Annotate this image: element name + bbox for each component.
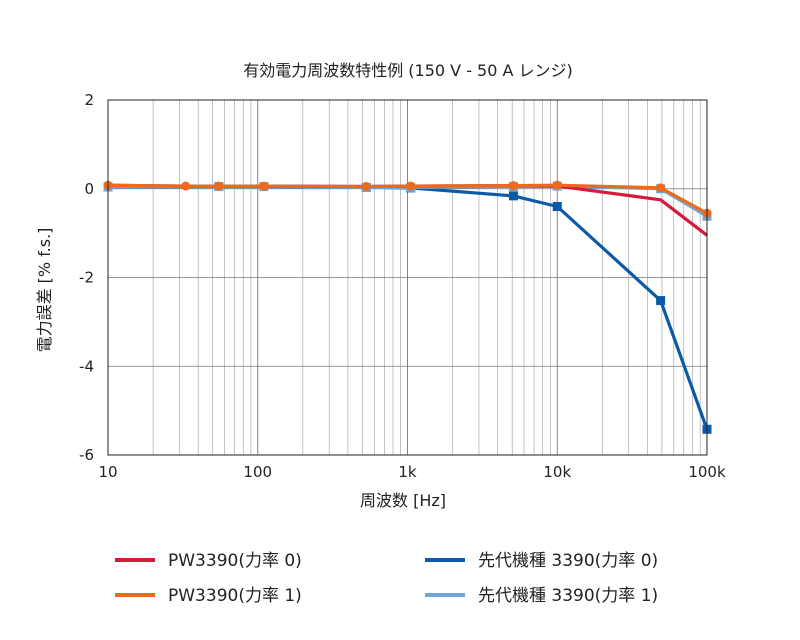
data-point bbox=[181, 181, 191, 191]
legend-label: 先代機種 3390(力率 0) bbox=[478, 551, 658, 571]
series-2 bbox=[103, 180, 712, 218]
data-point bbox=[214, 181, 224, 191]
plot-frame bbox=[107, 99, 708, 456]
legend-label: 先代機種 3390(力率 1) bbox=[478, 586, 658, 606]
axis-ticks: 10 100 1k 10k 100k 2 0 -2 -4 -6 bbox=[79, 91, 726, 481]
series-group bbox=[103, 180, 712, 434]
data-point bbox=[552, 202, 562, 211]
x-axis-label: 周波数 [Hz] bbox=[360, 491, 446, 510]
data-point bbox=[508, 181, 518, 191]
y-tick-label: -6 bbox=[79, 446, 94, 464]
y-axis-label: 電力誤差 [% f.s.] bbox=[35, 228, 54, 353]
x-tick-label: 100k bbox=[688, 463, 726, 481]
data-point bbox=[656, 296, 666, 306]
legend: PW3390(力率 0) PW3390(力率 1) 先代機種 3390(力率 0) 先… bbox=[115, 551, 658, 606]
data-point bbox=[552, 180, 562, 190]
x-tick-label: 1k bbox=[398, 463, 417, 481]
series-line bbox=[107, 183, 708, 215]
y-tick-label: 2 bbox=[84, 91, 94, 109]
data-point bbox=[656, 183, 666, 193]
legend-label: PW3390(力率 1) bbox=[168, 586, 302, 606]
data-point bbox=[508, 191, 518, 201]
x-tick-label: 10k bbox=[543, 463, 571, 481]
data-point bbox=[406, 181, 416, 191]
y-tick-label: -4 bbox=[79, 357, 94, 375]
y-tick-label: -2 bbox=[79, 269, 94, 287]
y-tick-label: 0 bbox=[84, 180, 94, 198]
legend-label: PW3390(力率 0) bbox=[168, 551, 302, 571]
chart-title: 有効電力周波数特性例 (150 V - 50 A レンジ) bbox=[243, 61, 573, 80]
data-point bbox=[259, 181, 269, 191]
data-point bbox=[361, 182, 371, 192]
x-tick-label: 10 bbox=[98, 463, 117, 481]
x-tick-label: 100 bbox=[243, 463, 272, 481]
grid bbox=[108, 100, 707, 455]
